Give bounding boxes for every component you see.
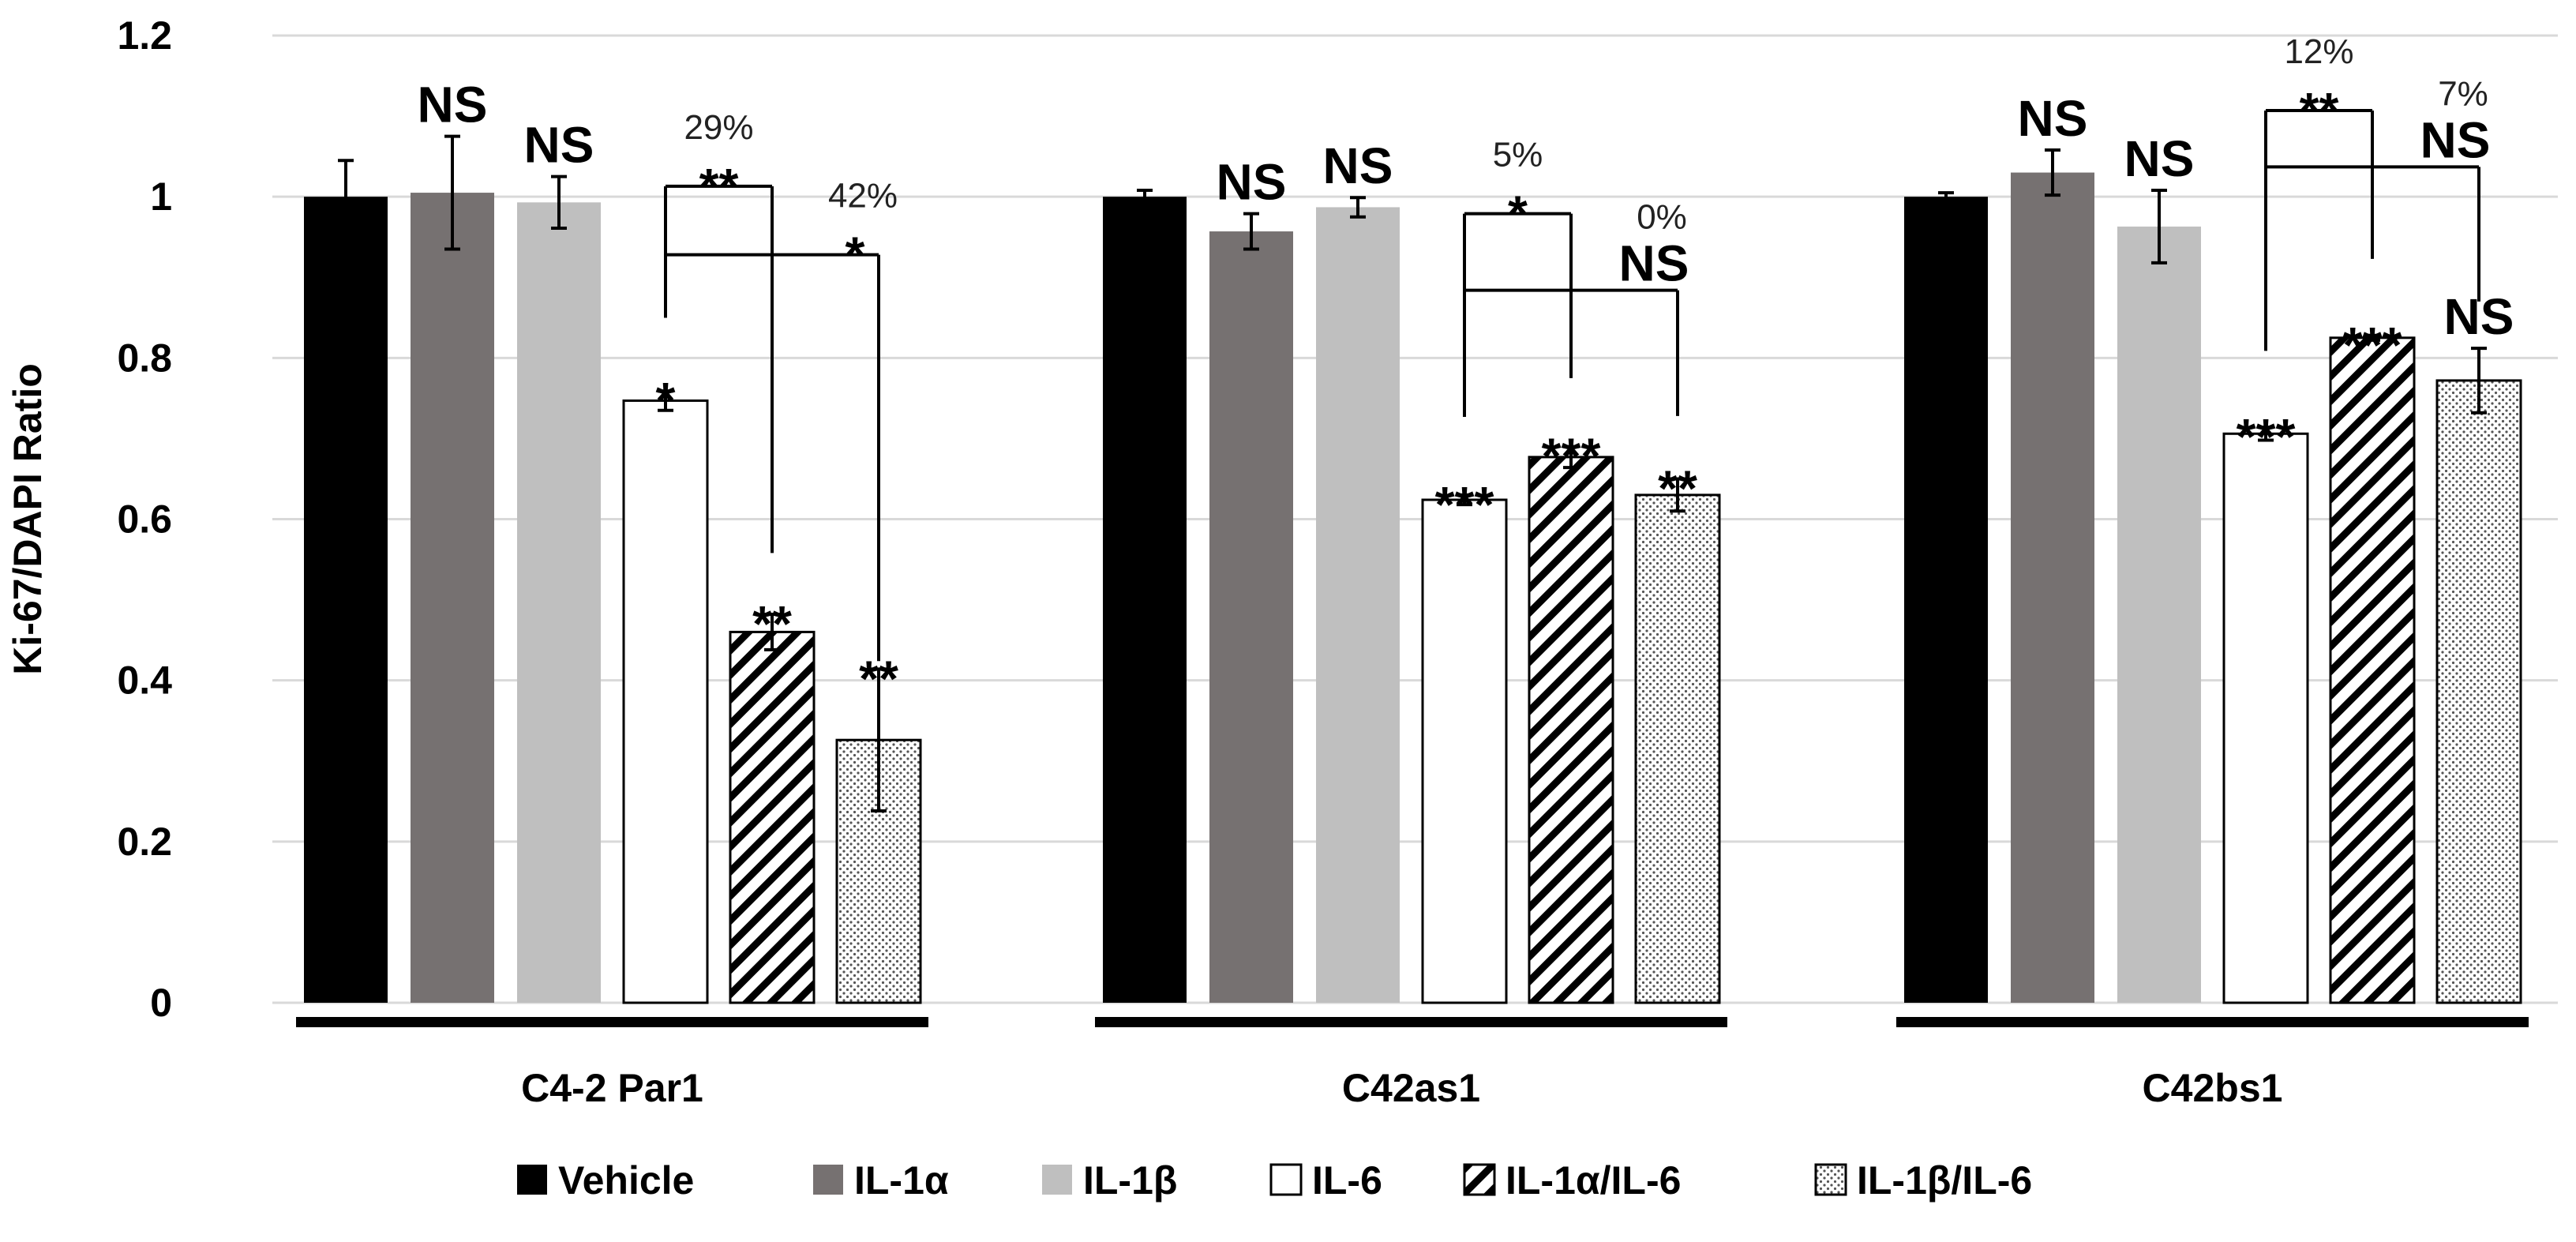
bar-c4-2-par1-il-6 xyxy=(622,399,709,1004)
significance-label-c4-2-par1-il-1: NS xyxy=(418,77,488,133)
bar-c4-2-par1-il-1 xyxy=(517,202,601,1003)
significance-label-c42as1-il-1: NS xyxy=(1323,137,1393,194)
significance-label-c4-2-par1-il-6: * xyxy=(656,372,676,429)
y-tick-label-0: 0 xyxy=(150,981,172,1025)
bar-c42as1-il-6 xyxy=(1421,498,1508,1004)
bar-c42bs1-il-1-il-6 xyxy=(2329,336,2416,1004)
category-label-c4-2-par1: C4-2 Par1 xyxy=(521,1066,703,1110)
legend: Vehicle IL-1α IL-1β IL-6 IL-1α/IL-6 IL-1β/IL-… xyxy=(517,1158,2032,1203)
category-label-c42as1: C42as1 xyxy=(1342,1066,1480,1110)
y-tick-label-0-4: 0.4 xyxy=(117,659,172,703)
significance-label-c42bs1-il-1: NS xyxy=(2018,90,2088,147)
significance-label-c42bs1-il-1-il-6: *** xyxy=(2343,317,2402,373)
group-underline-c42bs1 xyxy=(1896,1017,2529,1027)
legend-swatch-il-1 xyxy=(1042,1165,1072,1195)
bar-c42as1-il-1 xyxy=(1209,231,1293,1003)
significance-label-c42bs1-il-6: *** xyxy=(2237,408,2296,465)
bar-c42bs1-il-1 xyxy=(2117,226,2201,1003)
legend-swatch-vehicle xyxy=(517,1165,547,1195)
bar-c42as1-il-1-il-6 xyxy=(1528,456,1614,1004)
bracket-c42bs1-il-1-il-6-significance: NS xyxy=(2420,111,2491,168)
legend-label-il-1: IL-1α xyxy=(854,1158,949,1203)
legend-swatch-il-1-il-6 xyxy=(1463,1163,1496,1196)
gridlines xyxy=(272,34,2558,1004)
bar-c4-2-par1-vehicle xyxy=(304,197,388,1003)
bar-c42bs1-il-1-il-6 xyxy=(2435,379,2522,1004)
group-underline-c42as1 xyxy=(1095,1017,1727,1027)
legend-label-il-1-il-6: IL-1α/IL-6 xyxy=(1505,1158,1681,1203)
bar-c42bs1-il-1 xyxy=(2011,172,2094,1004)
bar-c42as1-vehicle xyxy=(1103,197,1187,1003)
legend-swatch-il-6 xyxy=(1269,1163,1303,1196)
bar-c42as1-il-1-il-6 xyxy=(1634,493,1721,1004)
bracket-c42as1-il-1-il-6-significance: NS xyxy=(1619,235,1689,292)
comparison-brackets: **29%*42% *5%NS0%**12%NS7% xyxy=(664,32,2491,662)
bracket-c42as1-il-1-il-6-percent: 0% xyxy=(1637,198,1687,237)
y-tick-label-1-2: 1.2 xyxy=(117,13,172,58)
significance-label-c42bs1-il-1: NS xyxy=(2124,130,2195,187)
legend-swatch-il-1 xyxy=(813,1165,843,1195)
significance-label-c42as1-il-1-il-6: ** xyxy=(1658,460,1697,516)
bracket-c42as1-il-1-il-6-percent: 5% xyxy=(1493,136,1543,174)
significance-label-c42as1-il-1: NS xyxy=(1217,154,1287,211)
y-tick-label-0-2: 0.2 xyxy=(117,820,172,864)
group-underline-c4-2-par1 xyxy=(296,1017,928,1027)
significance-label-c42as1-il-1-il-6: *** xyxy=(1542,428,1601,485)
bracket-c4-2-par1-il-1-il-6-percent: 42% xyxy=(828,177,898,216)
bracket-c42bs1-il-1-il-6-percent: 12% xyxy=(2284,32,2353,71)
legend-label-il-6: IL-6 xyxy=(1312,1158,1382,1203)
y-axis: 0 0.2 0.4 0.6 0.8 1 1.2 Ki-67/DAPI Ratio xyxy=(6,13,172,1025)
bracket-c4-2-par1-il-1-il-6-percent: 29% xyxy=(684,108,753,147)
legend-label-il-1-il-6: IL-1β/IL-6 xyxy=(1857,1158,2032,1203)
bar-c42bs1-il-6 xyxy=(2222,432,2309,1004)
legend-label-vehicle: Vehicle xyxy=(558,1158,694,1203)
legend-swatch-il-1-il-6 xyxy=(1814,1163,1847,1196)
bracket-c4-2-par1-il-1-il-6-significance: * xyxy=(846,227,865,283)
bar-c4-2-par1-il-1-il-6 xyxy=(729,630,816,1004)
y-tick-label-0-8: 0.8 xyxy=(117,336,172,380)
bar-c42as1-il-1 xyxy=(1316,207,1400,1003)
significance-label-c4-2-par1-il-1: NS xyxy=(524,117,594,174)
y-axis-title: Ki-67/DAPI Ratio xyxy=(6,363,50,675)
legend-label-il-1: IL-1β xyxy=(1083,1158,1177,1203)
bracket-c42bs1-il-1-il-6-significance: ** xyxy=(2300,82,2339,139)
category-label-c42bs1: C42bs1 xyxy=(2143,1066,2283,1110)
bracket-c4-2-par1-il-1-il-6-significance: ** xyxy=(699,158,739,215)
group-axis: C4-2 Par1 C42as1 C42bs1 xyxy=(296,1017,2529,1110)
bracket-c42as1-il-1-il-6-significance: * xyxy=(1508,186,1528,242)
significance-label-c42as1-il-6: *** xyxy=(1435,476,1494,533)
y-tick-label-0-6: 0.6 xyxy=(117,497,172,542)
bar-c42bs1-vehicle xyxy=(1904,197,1988,1003)
bar-c4-2-par1-il-1 xyxy=(411,193,494,1003)
bracket-c42bs1-il-1-il-6-percent: 7% xyxy=(2438,74,2488,113)
significance-label-c4-2-par1-il-1-il-6: ** xyxy=(752,595,792,652)
y-tick-label-1: 1 xyxy=(150,174,172,219)
